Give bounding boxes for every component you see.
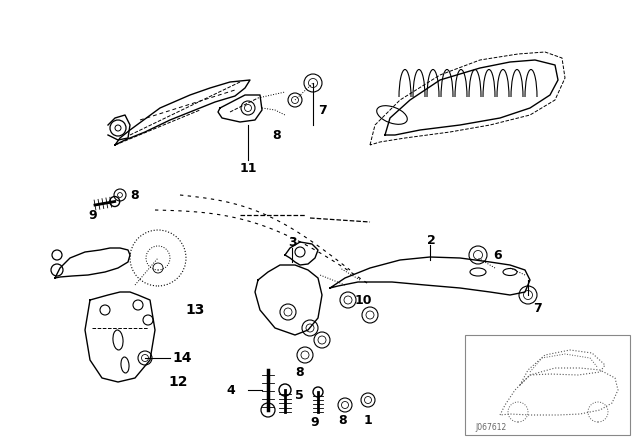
Text: 2: 2	[427, 233, 436, 246]
Text: 8: 8	[295, 366, 303, 379]
Text: 9: 9	[310, 415, 319, 428]
Text: 12: 12	[168, 375, 188, 389]
Text: 7: 7	[318, 103, 327, 116]
Text: J067612: J067612	[475, 423, 506, 432]
Text: 1: 1	[364, 414, 372, 426]
Text: 9: 9	[89, 208, 97, 221]
Text: 4: 4	[227, 383, 235, 396]
Text: 10: 10	[355, 293, 372, 306]
Text: 6: 6	[493, 249, 502, 262]
Text: 3: 3	[288, 236, 296, 249]
Text: 8: 8	[130, 189, 139, 202]
Text: 14: 14	[172, 351, 191, 365]
Bar	[465, 335, 630, 435]
Text: 7: 7	[533, 302, 541, 314]
Text: 11: 11	[240, 161, 257, 175]
Text: 5: 5	[295, 388, 304, 401]
Text: 8: 8	[272, 129, 280, 142]
Text: 13: 13	[185, 303, 204, 317]
Text: 8: 8	[339, 414, 348, 426]
